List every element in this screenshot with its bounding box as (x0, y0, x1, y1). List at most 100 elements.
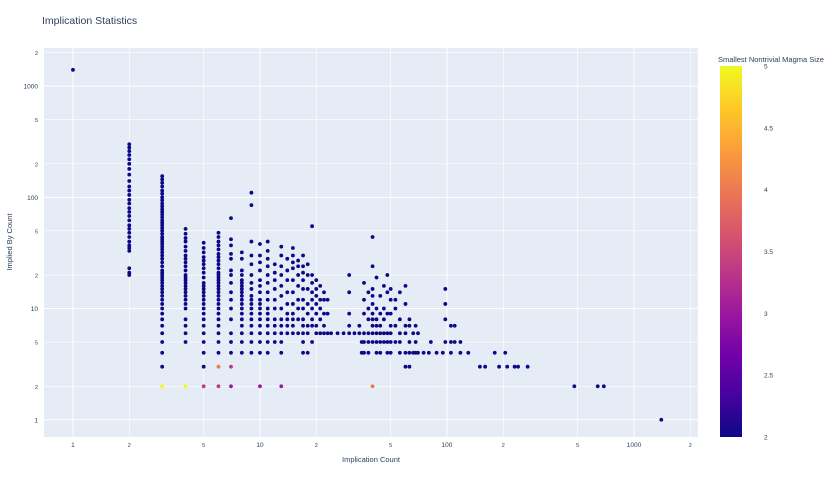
data-point (322, 297, 326, 302)
data-point (352, 331, 357, 336)
data-point (290, 290, 295, 295)
data-point (239, 302, 244, 306)
data-point (160, 306, 165, 311)
data-point (127, 153, 132, 157)
data-point (370, 287, 375, 291)
x-tick-label: 100 (442, 442, 453, 449)
data-point (310, 297, 314, 302)
data-point (183, 248, 188, 253)
data-point (310, 317, 314, 322)
data-point (393, 340, 398, 344)
data-point (382, 317, 386, 322)
data-point (201, 246, 206, 250)
data-point (229, 290, 233, 295)
data-point (201, 250, 206, 255)
data-point (285, 278, 290, 283)
data-point (290, 317, 295, 322)
data-point (314, 278, 319, 283)
data-point (183, 244, 188, 249)
grid-lines (44, 48, 698, 437)
data-point (201, 266, 206, 271)
data-point (160, 253, 165, 258)
data-point (310, 340, 314, 344)
data-point (301, 278, 305, 283)
data-point (301, 264, 305, 269)
data-point (279, 244, 284, 249)
data-point (229, 216, 233, 221)
data-point (160, 242, 165, 246)
data-point (71, 67, 75, 72)
y-axis-label: Implied By Count (5, 213, 14, 271)
data-point (285, 256, 290, 261)
data-point (201, 262, 206, 267)
data-point (160, 293, 165, 298)
colorbar-tick-label: 3 (764, 311, 768, 318)
data-point (285, 302, 290, 306)
data-point (216, 281, 221, 285)
data-point (183, 236, 188, 240)
data-point (160, 264, 165, 269)
data-point (374, 340, 379, 344)
data-point (258, 350, 262, 355)
data-point (310, 224, 314, 229)
data-point (183, 253, 188, 258)
data-point (265, 311, 270, 316)
data-point (370, 323, 375, 328)
data-point (407, 350, 412, 355)
data-point (572, 384, 577, 389)
data-point (127, 209, 132, 214)
y-tick-label: 2 (35, 274, 38, 280)
data-point (322, 290, 326, 295)
data-point (160, 223, 165, 228)
data-point (160, 174, 165, 179)
data-point (160, 364, 165, 369)
data-point (249, 331, 254, 336)
data-point (322, 331, 326, 336)
data-point (366, 306, 371, 311)
data-point (272, 340, 277, 344)
data-point (378, 350, 383, 355)
data-point (216, 297, 221, 302)
data-point (216, 283, 221, 288)
data-point (127, 206, 132, 210)
data-point (279, 273, 284, 277)
data-point (249, 302, 254, 306)
data-point (366, 317, 371, 322)
data-point (127, 145, 132, 150)
data-point (160, 231, 165, 236)
data-point (403, 302, 408, 306)
y-tick-label: 2 (35, 51, 38, 57)
data-point (452, 340, 457, 344)
data-point (249, 297, 254, 302)
data-point (183, 287, 188, 291)
data-point (290, 260, 295, 265)
data-point (183, 264, 188, 269)
data-point (397, 340, 402, 344)
data-point (314, 323, 319, 328)
data-point (265, 248, 270, 253)
data-point (374, 323, 379, 328)
data-point (301, 350, 305, 355)
data-point (258, 290, 262, 295)
data-point (301, 297, 305, 302)
data-point (305, 287, 310, 291)
data-point (443, 302, 448, 306)
data-point (160, 340, 165, 344)
data-point (452, 323, 457, 328)
data-point (362, 350, 366, 355)
data-point (127, 235, 132, 239)
data-point (183, 231, 188, 236)
data-point (265, 323, 270, 328)
data-point (183, 384, 188, 389)
data-point (329, 331, 333, 336)
data-point (325, 311, 330, 316)
data-point (201, 323, 206, 328)
data-point (160, 260, 165, 265)
data-point (265, 350, 270, 355)
colorbar (720, 66, 742, 437)
data-point (160, 317, 165, 322)
data-point (239, 331, 244, 336)
x-tick-label: 1000 (627, 442, 642, 449)
data-point (216, 311, 221, 316)
